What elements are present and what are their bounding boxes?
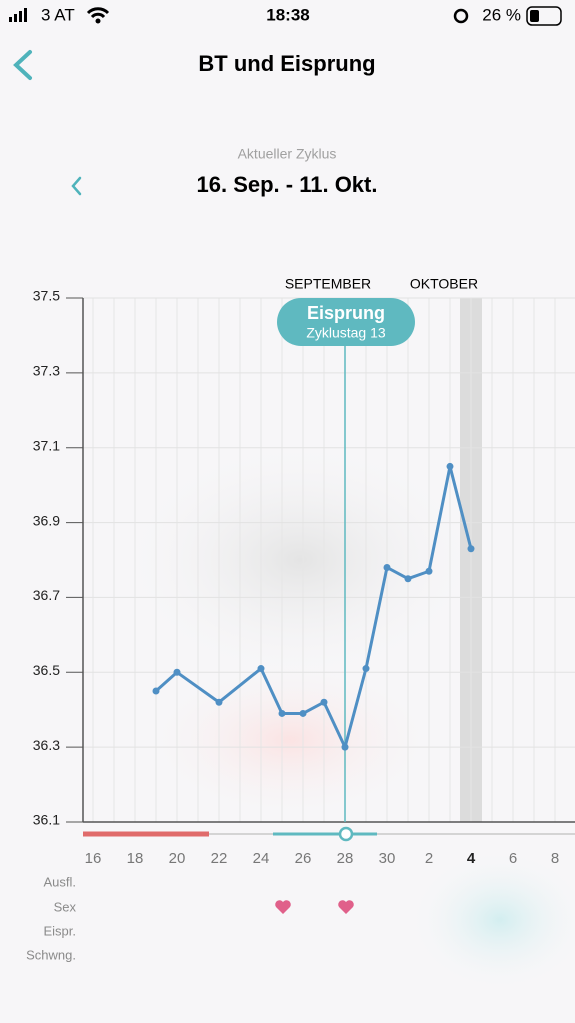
x-tick-label: 24 (253, 850, 270, 867)
month-label: SEPTEMBER (285, 276, 371, 292)
previous-cycle-button[interactable] (71, 176, 82, 196)
alarm-icon (453, 8, 469, 24)
x-tick-label: 30 (379, 850, 396, 867)
data-point (362, 665, 370, 673)
data-point (383, 563, 391, 571)
line-segment (154, 670, 179, 693)
x-tick-label: 18 (127, 850, 144, 867)
line-segment (322, 700, 347, 749)
line-segment (301, 700, 326, 715)
y-tick-label: 36.9 (33, 512, 60, 528)
y-tick-label: 37.5 (33, 288, 60, 304)
ovulation-subtitle: Zyklustag 13 (306, 325, 386, 341)
y-tick-label: 37.1 (33, 437, 60, 453)
row-label: Eispr. (43, 923, 76, 938)
data-point (152, 687, 160, 695)
data-point (467, 545, 475, 553)
back-button[interactable] (13, 50, 32, 80)
x-tick-label: 22 (211, 850, 228, 867)
row-label: Sex (54, 899, 77, 914)
row-label: Ausfl. (43, 874, 76, 889)
data-point (404, 575, 412, 583)
x-tick-label: 6 (509, 850, 517, 867)
x-tick-label: 20 (169, 850, 186, 867)
data-point (299, 709, 307, 717)
page-title: BT und Eisprung (198, 51, 375, 76)
x-tick-label: 8 (551, 850, 559, 867)
battery-fill (530, 10, 539, 22)
wifi-icon (86, 7, 110, 19)
line-segment (175, 670, 221, 704)
data-point (173, 668, 181, 676)
y-tick-label: 36.5 (33, 662, 60, 678)
wifi-dot (95, 18, 101, 24)
y-tick-label: 36.7 (33, 587, 60, 603)
data-point (341, 743, 349, 751)
x-tick-label: 4 (467, 850, 476, 867)
data-point (425, 567, 433, 575)
ovulation-bubble (277, 298, 415, 346)
data-point (278, 709, 286, 717)
x-tick-label: 28 (337, 850, 354, 867)
chart: 36.136.336.536.736.937.137.337.516 18 20 22… (33, 288, 575, 867)
data-point (320, 698, 328, 706)
ovulation-title: Eisprung (307, 303, 385, 323)
y-tick-label: 37.3 (33, 363, 60, 379)
blob (120, 440, 480, 680)
signal-icon (9, 8, 27, 22)
y-tick-label: 36.1 (33, 812, 60, 828)
data-point (215, 698, 223, 706)
carrier: 3 AT (41, 5, 75, 24)
heart-icon (338, 900, 354, 914)
line-segment (385, 565, 410, 581)
line-segment (364, 565, 389, 671)
line-segment (448, 464, 473, 551)
battery-level: 26 % (482, 5, 521, 24)
data-point (446, 462, 454, 470)
line-segment (406, 569, 431, 581)
data-point (257, 665, 265, 673)
cycle-label: Aktueller Zyklus (238, 146, 337, 162)
y-tick-label: 36.3 (33, 737, 60, 753)
line-segment (427, 464, 452, 573)
month-label: OKTOBER (410, 276, 478, 292)
line-segment (217, 667, 263, 704)
x-tick-label: 2 (425, 850, 433, 867)
line-segment (259, 667, 284, 715)
battery-icon (526, 6, 562, 26)
blob (410, 850, 575, 990)
ovulation-marker (338, 826, 354, 842)
row-label: Schwng. (26, 947, 76, 962)
cycle-range: 16. Sep. - 11. Okt. (197, 172, 378, 197)
x-tick-label: 16 (85, 850, 102, 867)
line-segment (343, 667, 368, 749)
heart-icon (275, 900, 291, 914)
time: 18:38 (266, 5, 309, 24)
x-tick-label: 26 (295, 850, 312, 867)
blob (140, 660, 440, 820)
